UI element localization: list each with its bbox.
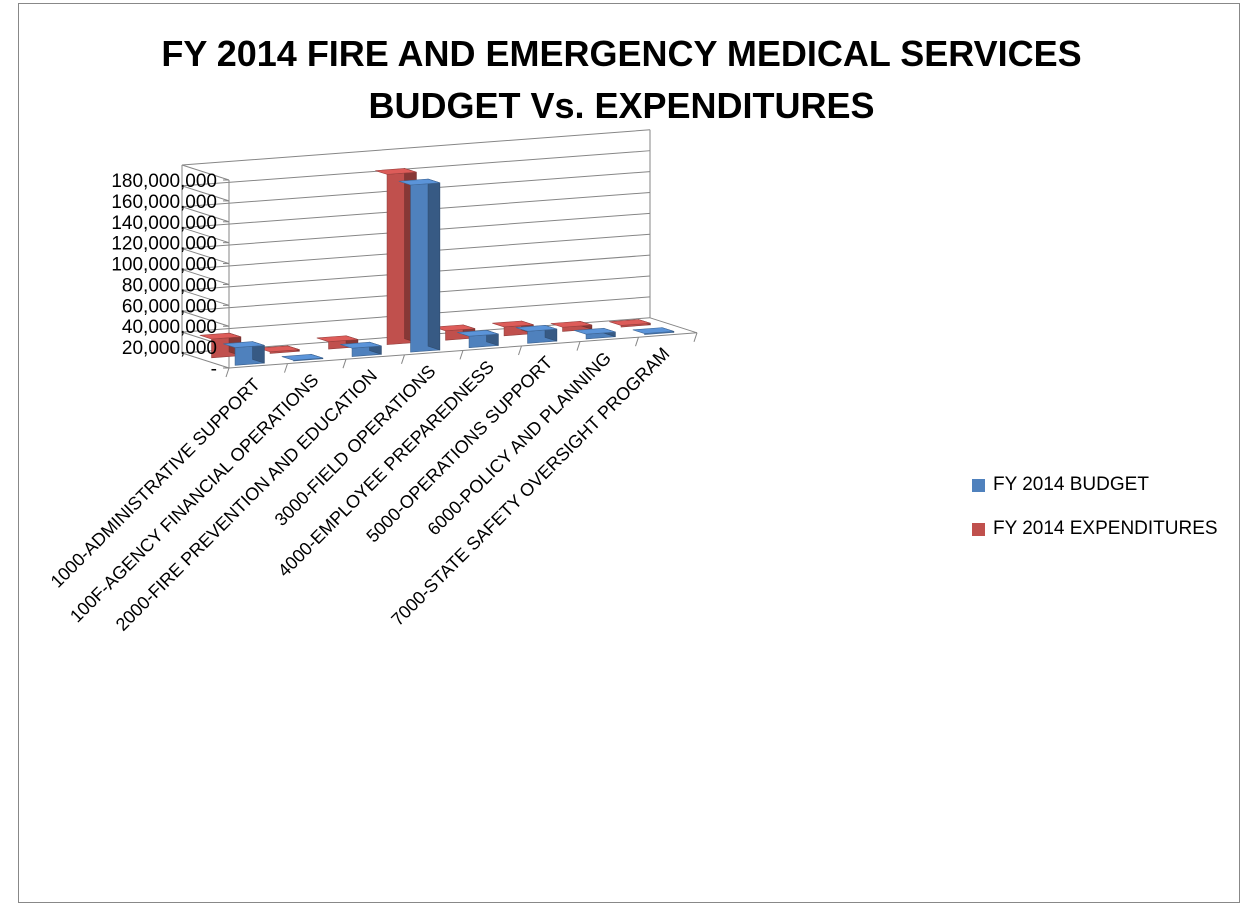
- y-tick-label: 160,000,000: [111, 192, 217, 213]
- bar-budget: [457, 329, 499, 349]
- bar-top-face: [223, 341, 265, 348]
- bar-expenditures: [550, 320, 593, 332]
- x-category-label: 1000-ADMINISTRATIVE SUPPORT: [47, 374, 264, 591]
- y-tick-label: 80,000,000: [122, 275, 217, 296]
- bar-budget: [574, 327, 616, 340]
- y-tick-label: 40,000,000: [122, 317, 217, 338]
- legend-item-budget: FY 2014 BUDGET: [972, 472, 1218, 498]
- label-layer: -20,000,00040,000,00060,000,00080,000,00…: [47, 171, 674, 635]
- chart-title-line2: BUDGET Vs. EXPENDITURES: [368, 85, 875, 126]
- x-category-label: 100F-AGENCY FINANCIAL OPERATIONS: [66, 370, 323, 627]
- bar-budget: [515, 324, 558, 344]
- bar-expenditures: [609, 319, 651, 328]
- y-tick-label: 20,000,000: [122, 338, 217, 359]
- bar-top-face: [574, 327, 616, 335]
- legend-swatch-budget: [972, 478, 985, 492]
- x-tick-mark: [518, 345, 522, 356]
- x-tick-mark: [401, 354, 405, 364]
- bar-top-face: [632, 327, 674, 334]
- bar-expenditures: [375, 168, 417, 345]
- bar-budget: [398, 178, 441, 353]
- bar-top-face: [457, 329, 499, 337]
- bar-top-face: [281, 354, 323, 361]
- bar-top-face: [398, 178, 440, 186]
- x-tick-mark: [284, 363, 288, 373]
- legend-label-budget: FY 2014 BUDGET: [993, 474, 1149, 495]
- y-tick-label: 140,000,000: [111, 213, 217, 234]
- chart-title-line1: FY 2014 FIRE AND EMERGENCY MEDICAL SERVI…: [161, 33, 1082, 74]
- y-tick-label: -: [211, 359, 217, 380]
- bar-top-face: [199, 332, 241, 340]
- bar-top-face: [550, 320, 592, 328]
- y-tick-label: 120,000,000: [111, 234, 217, 255]
- legend-item-expenditures: FY 2014 EXPENDITURES: [972, 516, 1218, 542]
- bar-budget: [223, 341, 265, 366]
- y-tick-label: 180,000,000: [111, 171, 217, 192]
- bar-top-face: [340, 341, 382, 349]
- bar-top-face: [375, 168, 417, 175]
- legend-label-expenditures: FY 2014 EXPENDITURES: [993, 518, 1218, 539]
- chart-title: FY 2014 FIRE AND EMERGENCY MEDICAL SERVI…: [0, 28, 1243, 132]
- x-tick-mark: [576, 341, 581, 351]
- bar-budget: [632, 327, 675, 335]
- axis-layer: [223, 179, 698, 378]
- bar-side-face: [427, 178, 441, 351]
- bar-top-face: [316, 335, 358, 343]
- bar-layer: [199, 168, 675, 366]
- x-tick-mark: [459, 350, 464, 360]
- bar-budget: [281, 353, 324, 362]
- bar-expenditures: [199, 332, 242, 359]
- y-tick-label: 100,000,000: [111, 255, 217, 276]
- bar-budget: [340, 341, 382, 357]
- x-tick-mark: [342, 359, 347, 369]
- legend-swatch-expenditures: [972, 522, 985, 536]
- x-tick-mark: [635, 337, 639, 347]
- bar-top-face: [492, 320, 534, 328]
- y-tick-label: 60,000,000: [122, 296, 217, 317]
- chart-legend: FY 2014 BUDGET FY 2014 EXPENDITURES: [972, 472, 1218, 560]
- bar-top-face: [515, 325, 557, 332]
- x-tick-mark: [225, 367, 230, 378]
- bar-top-face: [609, 319, 651, 326]
- x-tick-mark: [693, 332, 698, 342]
